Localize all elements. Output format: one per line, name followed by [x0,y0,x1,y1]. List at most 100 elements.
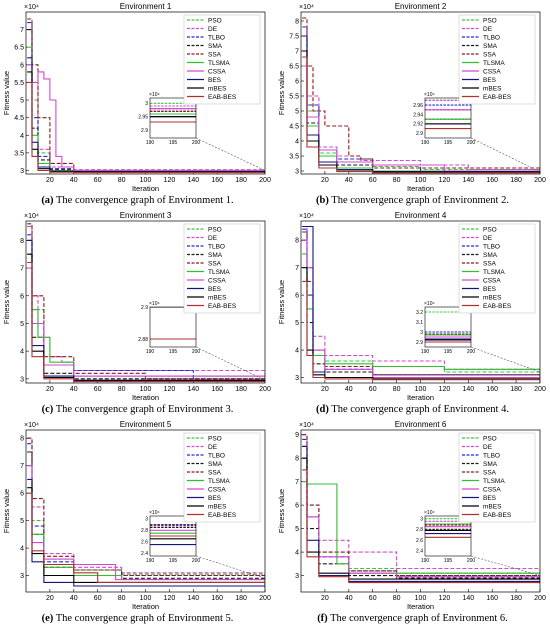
inset-y-tick-label: 2.4 [141,551,148,557]
legend-label-sma: SMA [483,43,498,50]
x-tick-label: 180 [235,386,247,393]
y-exponent: ×10⁴ [24,422,39,429]
caption-env2: (b) The convergence graph of Environment… [275,195,550,206]
axes-frame [300,11,541,175]
series-line-cssa [302,239,540,379]
x-tick-label: 200 [259,386,271,393]
legend-label-pso: PSO [208,435,222,442]
x-tick-label: 60 [94,595,102,602]
inset-y-tick-label: 2.9 [416,131,423,137]
y-tick-label: 5 [295,320,299,327]
inset-y-tick-label: 2.9 [141,305,148,311]
caption-env1: (a) The convergence graph of Environment… [0,195,275,206]
x-tick-label: 40 [70,386,78,393]
legend-label-ssa: SSA [208,51,222,58]
y-axis-label: Fitness value [2,71,11,115]
x-tick-label: 20 [321,386,329,393]
legend-label-pso: PSO [483,435,497,442]
x-tick-label: 140 [187,177,199,184]
inset-x-tick-label: 190 [146,349,155,355]
legend-label-pso: PSO [208,226,222,233]
legend-label-cssa: CSSA [483,68,501,75]
inset-x-tick-label: 195 [169,558,178,564]
x-tick-label: 200 [534,177,546,184]
panel-env6: Environment 6 ×10⁴ 3 4 5 6 7 8 9 20 40 60 80 100 120 14… [275,418,550,627]
inset-frame [149,306,197,348]
x-tick-label: 60 [369,177,377,184]
legend-label-tlsma: TLSMA [208,60,230,67]
inset-series-group [425,311,471,343]
y-tick-label: 5 [20,98,24,105]
inset-x-tick-label: 195 [169,140,178,146]
inset-series-group [150,524,196,546]
series-group [302,434,540,584]
x-tick-label: 80 [118,177,126,184]
y-tick-label: 6 [20,293,24,300]
legend-label-bes: BES [483,77,497,84]
inset-x-tick-label: 200 [192,349,201,355]
legend-label-tlsma: TLSMA [483,269,505,276]
caption-env6: (f) The convergence graph of Environment… [275,613,550,624]
x-tick-label: 200 [259,177,271,184]
inset-connector [470,555,541,576]
caption-text: The convergence graph of Environment 6. [330,613,508,624]
y-tick-label: 6.5 [289,64,299,71]
y-tick-label: 5.5 [14,80,24,87]
legend-label-eab-bes: EAB-BES [483,512,512,519]
legend-box [458,223,536,314]
y-tick-label: 4 [20,133,24,140]
x-tick-label: 40 [345,177,353,184]
y-exponent: ×10⁴ [299,422,314,429]
y-tick-label: 4 [295,550,299,557]
x-tick-label: 120 [439,595,451,602]
inset-x-tick-label: 200 [467,140,476,146]
caption-text: The convergence graph of Environment 3. [55,404,234,415]
inset-x-tick-label: 195 [444,558,453,564]
series-line-cssa [27,64,265,172]
y-axis-label: Fitness value [2,489,11,533]
y-tick-label: 3.5 [14,150,24,157]
legend-label-tlbo: TLBO [483,34,500,41]
y-tick-label: 3 [20,168,24,175]
legend-label-de: DE [208,235,218,242]
inset-y-tick-label: 2.9 [416,340,423,346]
y-tick-label: 7 [20,266,24,273]
x-tick-label: 140 [187,595,199,602]
inset-frame [424,97,472,139]
y-tick-label: 6 [295,293,299,300]
caption-tag: (c) [41,404,54,415]
series-group [27,437,265,588]
y-axis-label: Fitness value [277,71,286,115]
axes-frame [25,11,266,175]
x-tick-label: 80 [118,386,126,393]
inset-series-group [150,307,196,340]
y-tick-label: 8 [295,19,299,26]
legend-label-pso: PSO [483,226,497,233]
inset-exponent: ×10⁴ [424,92,435,98]
inset-y-tick-label: 3 [420,330,423,336]
x-tick-label: 200 [534,386,546,393]
chart-env2: Environment 2 ×10⁴ 3 3.5 4 4.5 5 5.5 6 6.5 7 7.5 8 20… [277,2,546,193]
x-tick-label: 140 [187,386,199,393]
y-tick-label: 8 [20,238,24,245]
legend-label-eab-bes: EAB-BES [208,303,237,310]
x-tick-label: 80 [393,386,401,393]
inset-y-tick-label: 3 [420,516,423,522]
series-line-cssa [302,65,540,173]
legend-label-tlbo: TLBO [208,452,225,459]
x-tick-label: 60 [94,386,102,393]
legend-label-tlsma: TLSMA [208,478,230,485]
x-tick-label: 140 [462,595,474,602]
inset-exponent: ×10⁴ [149,510,160,516]
inset-connector [195,555,266,579]
x-tick-label: 40 [345,595,353,602]
legend-label-ssa: SSA [483,469,497,476]
y-tick-label: 4.5 [14,115,24,122]
inset-y-tick-label: 3 [145,101,148,107]
legend-label-tlsma: TLSMA [483,60,505,67]
chart-title: Environment 1 [120,2,172,11]
y-tick-label: 9 [295,432,299,439]
y-tick-label: 3 [295,375,299,382]
x-tick-label: 100 [140,595,152,602]
inset-y-tick-label: 2.6 [416,538,423,544]
